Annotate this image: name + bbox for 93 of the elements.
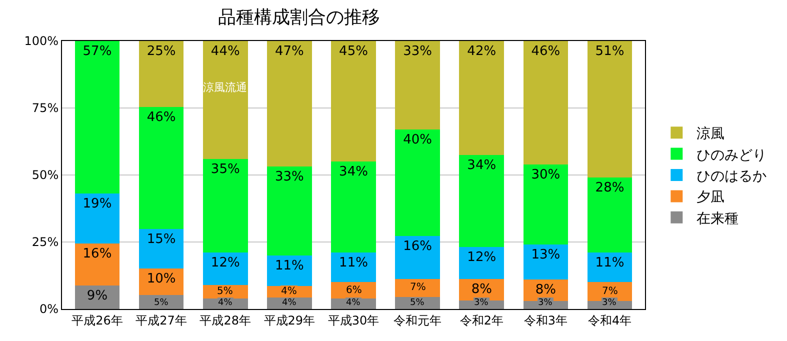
data-label: 47% (274, 44, 304, 59)
x-tick-label: 令和3年 (524, 313, 568, 328)
legend-label: 夕凪 (696, 190, 725, 206)
data-label: 4% (346, 298, 361, 308)
legend-label: ひのはるか (696, 168, 767, 184)
data-label: 25% (146, 44, 176, 59)
x-tick-label: 平成27年 (136, 313, 187, 328)
bar (267, 41, 312, 166)
data-label: 3% (538, 298, 553, 308)
data-label: 11% (339, 256, 368, 271)
x-tick-label: 令和2年 (460, 313, 504, 328)
bar (395, 129, 440, 236)
bar (267, 166, 312, 256)
data-label: 11% (595, 256, 624, 271)
bar (459, 154, 504, 247)
data-label: 16% (403, 239, 432, 254)
bar (202, 41, 248, 159)
data-label: 3% (474, 298, 489, 308)
data-label: 45% (339, 44, 368, 59)
data-label: 12% (210, 256, 240, 271)
y-tick-label: 25% (32, 235, 59, 250)
data-label: 19% (82, 196, 112, 212)
x-tick-label: 令和元年 (394, 313, 442, 328)
data-label: 16% (82, 246, 112, 262)
bar (523, 41, 568, 164)
bar (138, 106, 184, 229)
data-label: 4% (281, 286, 297, 297)
data-label: 35% (210, 162, 240, 177)
data-label: 30% (531, 167, 560, 182)
data-label: 51% (595, 44, 624, 59)
chart-title: 品種構成割合の推移 (218, 6, 380, 28)
bar (331, 41, 376, 162)
legend-label: 在来種 (696, 210, 739, 227)
x-tick-label: 平成29年 (264, 313, 316, 328)
data-label: 34% (339, 164, 368, 180)
bar (202, 252, 248, 285)
data-label: 7% (410, 282, 426, 293)
bar (587, 41, 632, 178)
bar (459, 41, 504, 155)
data-label: 33% (403, 44, 432, 59)
data-label: 8% (471, 282, 492, 297)
x-tick-label: 平成28年 (200, 313, 252, 328)
bar (523, 244, 568, 280)
bar (138, 228, 184, 268)
bar (331, 162, 376, 253)
data-label: 57% (82, 44, 112, 59)
bar (138, 41, 184, 107)
data-label: 44% (210, 44, 240, 59)
data-label: 12% (467, 250, 496, 265)
data-label: 5% (410, 298, 425, 308)
y-tick-label: 100% (24, 34, 59, 48)
legend-label: ひのみどり (696, 147, 767, 164)
bar (459, 246, 504, 279)
data-label: 7% (602, 286, 618, 297)
data-label: 33% (274, 169, 304, 184)
data-label: 13% (531, 248, 560, 263)
data-label: 28% (595, 180, 624, 196)
data-label: 4% (282, 298, 297, 308)
bar (523, 164, 568, 245)
data-label: 6% (346, 285, 362, 296)
bar (202, 158, 248, 253)
data-label: 11% (274, 258, 304, 274)
data-label: 40% (403, 132, 432, 148)
bar (331, 252, 376, 282)
data-label: 9% (86, 288, 108, 304)
legend-label: 涼風 (696, 126, 725, 142)
bar (74, 193, 120, 244)
data-label: 34% (467, 158, 496, 173)
bar (395, 41, 440, 130)
data-label: 46% (146, 110, 176, 125)
x-tick-label: 平成26年 (72, 313, 123, 328)
data-label: 42% (467, 44, 496, 59)
data-label: 10% (146, 271, 176, 286)
annotation: 涼風流通 (203, 81, 247, 94)
data-label: 46% (531, 44, 560, 59)
data-label: 5% (217, 286, 233, 297)
bar (587, 178, 632, 253)
y-tick-label: 50% (32, 168, 59, 182)
bar (74, 286, 120, 309)
data-label: 4% (218, 298, 233, 308)
data-label: 15% (146, 232, 176, 247)
y-tick-label: 75% (32, 101, 59, 116)
y-tick-label: 0% (40, 302, 59, 316)
bar (74, 41, 120, 194)
bar (74, 243, 120, 286)
data-label: 5% (154, 298, 169, 308)
data-label: 8% (535, 282, 556, 298)
x-tick-label: 令和4年 (588, 313, 632, 328)
bar (267, 256, 312, 286)
data-label: 3% (602, 298, 617, 308)
bar (587, 252, 632, 282)
bar (395, 236, 440, 279)
x-tick-label: 平成30年 (328, 313, 380, 328)
